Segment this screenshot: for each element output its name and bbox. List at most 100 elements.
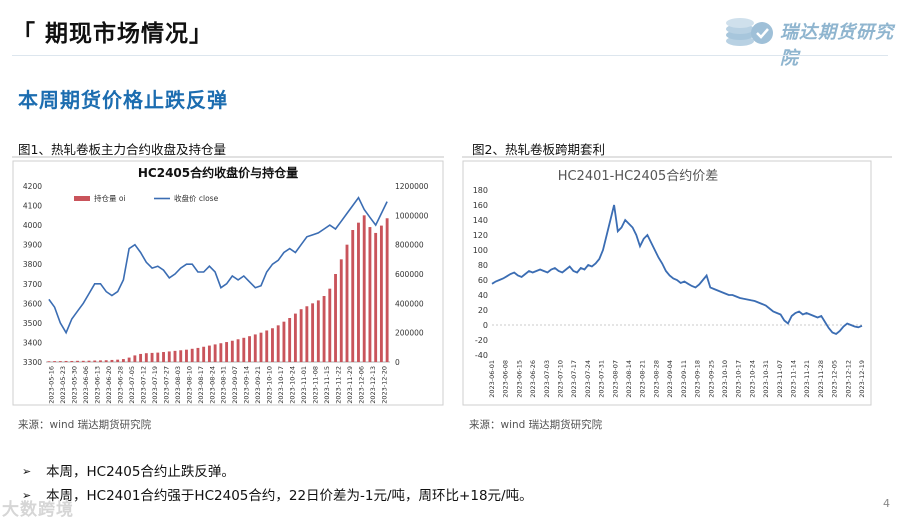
spread-line	[491, 204, 863, 336]
x-tick-label: 2023-11-15	[323, 366, 331, 404]
oi-bar	[58, 361, 62, 362]
y-left-tick-label: 4200	[23, 182, 42, 191]
x-tick-label: 2023-06-13	[94, 366, 102, 404]
x-tick-label: 2023-06-08	[502, 360, 510, 398]
oi-bar	[368, 227, 372, 362]
x-tick-label: 2023-06-26	[529, 360, 537, 398]
oi-bar	[305, 306, 309, 362]
oi-bar	[179, 350, 183, 362]
x-tick-label: 2023-06-01	[488, 360, 496, 398]
oi-bar	[127, 357, 131, 362]
oi-bar	[248, 336, 251, 362]
x-tick-label: 2023-08-21	[639, 360, 647, 398]
oi-bar	[265, 330, 269, 362]
x-tick-label: 2023-08-03	[174, 366, 182, 404]
y-right-tick-label: 800000	[395, 241, 424, 250]
header-divider	[12, 55, 888, 56]
y-left-tick-label: 4000	[23, 221, 42, 230]
oi-bar	[230, 340, 234, 362]
y-tick-label: -20	[475, 336, 488, 345]
x-tick-label: 2023-12-13	[369, 366, 377, 404]
x-tick-label: 2023-10-10	[266, 366, 274, 404]
oi-bar	[288, 318, 292, 362]
chart-2-title: HC2401-HC2405合约价差	[558, 169, 719, 184]
summary-bullets: ➢ 本周，HC2405合约止跌反弹。 ➢ 本周，HC2401合约强于HC2405…	[22, 460, 882, 508]
x-tick-label: 2023-11-08	[312, 366, 320, 404]
x-tick-label: 2023-09-11	[680, 360, 688, 398]
close-line	[48, 196, 388, 335]
x-tick-label: 2023-08-17	[197, 366, 205, 404]
oi-bar	[271, 328, 274, 362]
oi-bar	[213, 344, 217, 362]
x-tick-label: 2023-08-10	[185, 366, 193, 404]
legend-line-label: 收盘价 close	[174, 193, 219, 203]
x-tick-label: 2023-07-17	[570, 360, 578, 398]
y-left-tick-label: 3500	[23, 319, 42, 328]
oi-bar	[87, 360, 91, 362]
brand-logo: 瑞达期货研究院	[724, 8, 896, 69]
x-tick-label: 2023-10-24	[748, 360, 756, 398]
oi-bar	[76, 360, 79, 362]
x-tick-label: 2023-11-01	[300, 366, 308, 404]
figure-2-caption: 图2、热轧卷板跨期套利	[472, 142, 605, 157]
y-tick-label: 140	[473, 216, 488, 225]
brand-name: 瑞达期货研究院	[780, 22, 894, 69]
x-tick-label: 2023-07-31	[598, 360, 606, 398]
y-left-tick-label: 4100	[23, 202, 42, 211]
x-tick-label: 2023-09-07	[231, 366, 239, 404]
oi-bar	[259, 332, 263, 362]
x-tick-label: 2023-08-14	[625, 360, 633, 398]
figure-2-source: 来源：wind 瑞达期货研究院	[469, 419, 603, 431]
oi-bar	[334, 274, 337, 362]
watermark: 大数跨境	[2, 500, 74, 520]
chart-1-title: HC2405合约收盘价与持仓量	[138, 165, 298, 180]
oi-bar	[133, 355, 137, 362]
x-tick-label: 2023-07-27	[162, 366, 170, 404]
oi-bar	[190, 348, 194, 362]
bullet-item: ➢ 本周，HC2405合约止跌反弹。	[22, 460, 882, 484]
legend-bar-label: 持仓量 oi	[94, 193, 126, 203]
oi-bar	[345, 244, 349, 362]
y-left-tick-label: 3300	[23, 358, 42, 367]
chart-1-svg: HC2405合约收盘价与持仓量 3300 3400 3500 3600 3700 3800 3…	[12, 160, 444, 406]
figure-1-source: 来源：wind 瑞达期货研究院	[18, 419, 152, 431]
y-tick-label: 80	[478, 261, 488, 270]
oi-bar	[185, 349, 188, 362]
oi-bar	[276, 325, 280, 362]
x-tick-label: 2023-08-28	[652, 360, 660, 398]
x-tick-label: 2023-10-17	[735, 360, 743, 398]
oi-bar	[236, 339, 240, 362]
chart-close-and-oi: HC2405合约收盘价与持仓量 3300 3400 3500 3600 3700 3800 3…	[12, 160, 444, 406]
oi-bar	[357, 222, 360, 362]
page-title: 「 期现市场情况」	[12, 21, 214, 47]
y-left-tick-label: 3700	[23, 280, 42, 289]
oi-bar	[311, 303, 315, 362]
figure-1-divider	[12, 156, 444, 158]
x-tick-label: 2023-12-20	[380, 366, 388, 404]
x-tick-label: 2023-11-29	[346, 366, 354, 404]
x-tick-label: 2023-07-10	[557, 360, 565, 398]
oi-bar	[219, 343, 223, 362]
x-tick-label: 2023-09-21	[254, 366, 262, 404]
y-tick-label: -40	[475, 351, 488, 360]
chart-2-frame	[462, 160, 872, 406]
oi-bar	[316, 300, 320, 362]
oi-bar	[299, 309, 303, 362]
x-tick-label: 2023-12-12	[844, 360, 852, 398]
oi-bar	[362, 215, 366, 362]
oi-bar	[93, 360, 97, 362]
oi-bar	[99, 360, 102, 362]
x-tick-label: 2023-05-30	[71, 366, 79, 404]
y-tick-label: 160	[473, 201, 488, 210]
x-tick-label: 2023-07-03	[543, 360, 551, 398]
y-right-tick-label: 400000	[395, 299, 424, 308]
oi-bar	[47, 361, 51, 362]
oi-bar	[116, 359, 120, 362]
oi-bar	[53, 361, 57, 362]
section-title: 本周期货价格止跌反弹	[18, 88, 228, 112]
x-tick-label: 2023-08-31	[220, 366, 228, 404]
bullet-text: 本周，HC2401合约强于HC2405合约，22日价差为-1元/吨，周环比+18…	[46, 488, 533, 504]
x-tick-label: 2023-07-12	[140, 366, 148, 404]
y-tick-label: 0	[483, 321, 488, 330]
oi-bar	[339, 259, 343, 362]
